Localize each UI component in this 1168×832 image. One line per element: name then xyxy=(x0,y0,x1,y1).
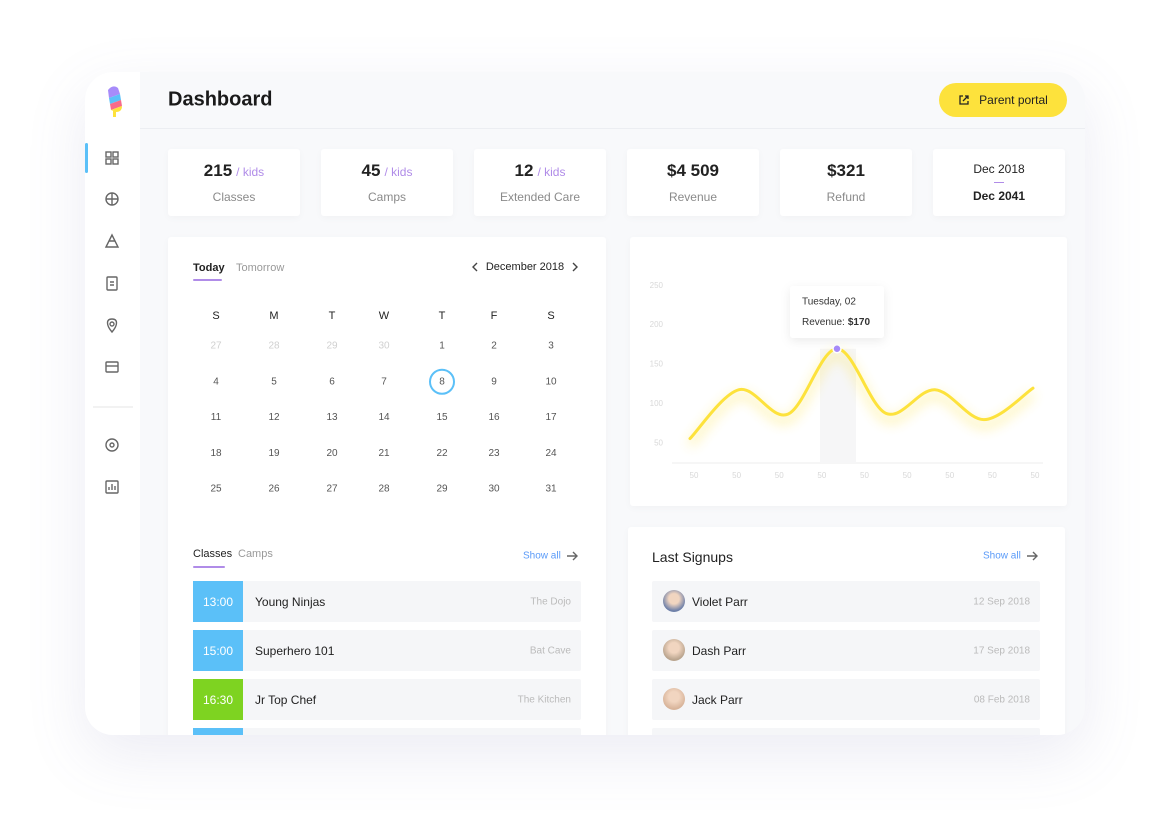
calendar-tab[interactable]: Tomorrow xyxy=(236,262,285,274)
class-time: 16:30 xyxy=(193,679,243,720)
stat-value: 12/ kids xyxy=(515,161,566,181)
chart-card xyxy=(630,237,1067,506)
stat-label: Camps xyxy=(367,190,406,204)
show-all[interactable]: Show all xyxy=(523,550,561,562)
stat-value: $321 xyxy=(827,161,865,181)
sidebar-icons xyxy=(85,86,133,494)
page-title: Dashboard xyxy=(168,88,273,111)
show-all[interactable]: Show all xyxy=(983,550,1021,562)
avatar xyxy=(663,688,685,710)
signup-row[interactable]: Violet Parr 12 Sep 2018 xyxy=(652,581,1040,622)
classes-tab[interactable]: Classes xyxy=(193,548,233,560)
stat-number: 45 xyxy=(361,161,381,180)
signup-name: Violet Parr xyxy=(692,594,748,609)
stat-card[interactable]: 215/ kids Classes xyxy=(168,149,300,216)
stat-card[interactable]: 45/ kids Camps xyxy=(321,149,453,216)
signup-row[interactable]: Dash Parr 17 Sep 2018 xyxy=(652,630,1040,671)
button-label: Parent portal xyxy=(979,93,1048,107)
signup-name: Jack Parr xyxy=(692,692,743,707)
signups-title: Last Signups xyxy=(652,549,733,565)
parent-portal-button[interactable]: Parent portal xyxy=(939,83,1067,117)
signup-date: 12 Sep 2018 xyxy=(973,596,1030,607)
class-place: Bat Cave xyxy=(529,645,571,656)
date-range-card[interactable]: Dec 2018 Dec 2041 xyxy=(933,149,1065,216)
avatar xyxy=(663,590,685,612)
avatar xyxy=(663,639,685,661)
stat-number: $4 509 xyxy=(667,161,719,180)
stat-label: Classes xyxy=(212,190,256,204)
nav-payments[interactable] xyxy=(105,361,119,373)
class-time: 15:00 xyxy=(193,630,243,671)
stat-value: 45/ kids xyxy=(362,161,413,181)
stat-number: 215 xyxy=(203,161,233,180)
dashboard: Dashboard Parent portal Dec 2018 Dec 204… xyxy=(85,72,1085,735)
nav-locations[interactable] xyxy=(106,318,118,334)
class-name: Young Ninjas xyxy=(255,594,326,609)
class-name: Superhero 101 xyxy=(255,643,335,658)
stat-value: $4 509 xyxy=(667,161,719,181)
tab-underline xyxy=(193,566,225,568)
date-to: Dec 2041 xyxy=(972,189,1026,203)
class-time: 13:00 xyxy=(193,581,243,622)
sidebar xyxy=(85,72,140,735)
class-row[interactable]: 16:30 Jr Top Chef The Kitchen xyxy=(193,679,581,720)
class-row-partial xyxy=(193,728,581,735)
stat-unit: / kids xyxy=(384,165,413,179)
stat-number: $321 xyxy=(827,161,865,180)
signup-date: 17 Sep 2018 xyxy=(973,645,1030,656)
tab-underline xyxy=(193,279,222,281)
stat-card[interactable]: $321 Refund xyxy=(780,149,912,216)
stat-unit: / kids xyxy=(537,165,566,179)
signup-row[interactable]: Jack Parr 08 Feb 2018 xyxy=(652,679,1040,720)
class-place: The Kitchen xyxy=(517,694,571,705)
external-icon xyxy=(959,95,969,105)
nav-camps[interactable] xyxy=(104,233,120,248)
stat-value: 215/ kids xyxy=(204,161,264,181)
date-from: Dec 2018 xyxy=(973,162,1025,176)
stat-card[interactable]: $4 509 Revenue xyxy=(627,149,759,216)
calendar-month: December 2018 xyxy=(485,261,565,273)
class-row[interactable]: 15:00 Superhero 101 Bat Cave xyxy=(193,630,581,671)
nav-stats[interactable] xyxy=(105,480,119,494)
class-place: The Dojo xyxy=(530,596,571,607)
class-row[interactable]: 13:00 Young Ninjas The Dojo xyxy=(193,581,581,622)
nav-activities[interactable] xyxy=(105,192,119,206)
stat-card[interactable]: 12/ kids Extended Care xyxy=(474,149,606,216)
header-divider xyxy=(140,128,1085,129)
stat-number: 12 xyxy=(514,161,534,180)
class-name: Jr Top Chef xyxy=(255,692,317,707)
active-indicator xyxy=(85,143,88,173)
date-separator xyxy=(994,182,1004,183)
calendar-tab[interactable]: Today xyxy=(193,262,225,274)
classes-tab[interactable]: Camps xyxy=(238,548,273,560)
stat-label: Refund xyxy=(826,190,866,204)
nav-settings[interactable] xyxy=(105,438,119,452)
stat-label: Revenue xyxy=(668,190,718,204)
signup-name: Dash Parr xyxy=(692,643,747,658)
signup-row-partial xyxy=(652,728,1040,735)
logo xyxy=(108,86,122,117)
stat-label: Extended Care xyxy=(499,190,581,204)
nav-reports[interactable] xyxy=(106,276,118,291)
signup-date: 08 Feb 2018 xyxy=(973,694,1030,705)
stat-unit: / kids xyxy=(236,165,265,179)
nav-dashboard[interactable] xyxy=(105,151,119,165)
